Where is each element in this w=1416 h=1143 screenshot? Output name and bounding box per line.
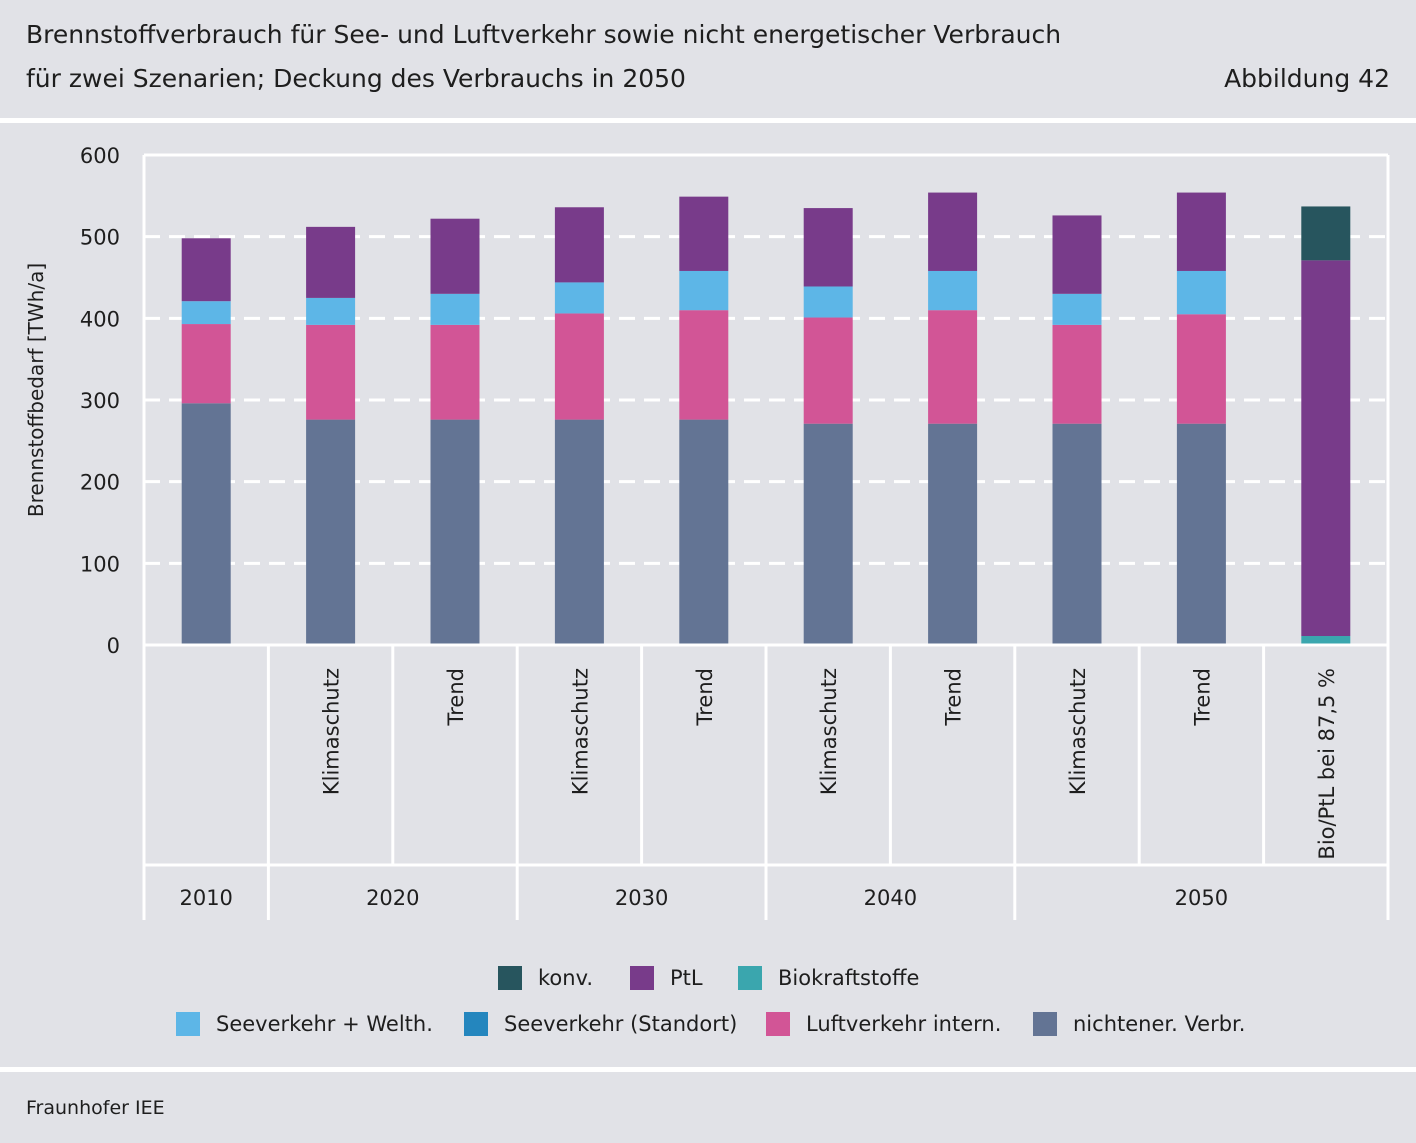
bar-segment-seeverkehr_welth: [554, 282, 604, 314]
y-tick-label: 300: [80, 389, 120, 413]
bar-segment-ptl: [1176, 192, 1226, 271]
footer-divider: [0, 1067, 1416, 1072]
chart-title-line-1: Brennstoffverbrauch für See- und Luftver…: [26, 20, 1062, 49]
bar-segment-nichtener: [181, 403, 231, 645]
bar-segment-nichtener: [306, 419, 356, 645]
bar-segment-seeverkehr_welth: [803, 286, 853, 318]
x-category-label: Klimaschutz: [817, 668, 841, 795]
bar-segment-seeverkehr_welth: [1052, 293, 1102, 325]
bar-segment-luftverkehr: [1052, 324, 1102, 424]
legend-label: Seeverkehr (Standort): [504, 1012, 738, 1036]
bar-segment-luftverkehr: [430, 324, 480, 420]
bar-segment-seeverkehr_welth: [181, 301, 231, 325]
legend-label: Biokraftstoffe: [778, 966, 920, 990]
x-category-label: Trend: [693, 668, 717, 726]
bar-segment-nichtener: [554, 419, 604, 645]
bar-segment-ptl: [679, 196, 729, 271]
bar-segment-luftverkehr: [803, 317, 853, 424]
legend-swatch: [498, 966, 522, 990]
bar-segment-luftverkehr: [181, 324, 231, 404]
x-category-label: Trend: [1190, 668, 1214, 726]
figure-label: Abbildung 42: [1224, 64, 1390, 93]
legend-swatch: [630, 966, 654, 990]
legend-item-nichtener: nichtener. Verbr.: [1033, 1012, 1245, 1036]
legend-swatch: [1033, 1012, 1057, 1036]
bar-segment-ptl: [803, 208, 853, 287]
bar-segment-ptl: [1052, 215, 1102, 294]
bar-segment-seeverkehr_welth: [306, 297, 356, 325]
bar-segment-nichtener: [928, 423, 978, 645]
legend-item-luftverkehr: Luftverkehr intern.: [766, 1012, 1001, 1036]
header-divider: [0, 118, 1416, 123]
legend-swatch: [766, 1012, 790, 1036]
bar-segment-nichtener: [679, 419, 729, 645]
x-category-label: Klimaschutz: [568, 668, 592, 795]
legend-swatch: [738, 966, 762, 990]
bar-segment-nichtener: [430, 419, 480, 645]
x-category-label: Klimaschutz: [320, 668, 344, 795]
y-tick-label: 0: [107, 634, 120, 658]
bar-segment-ptl: [554, 207, 604, 283]
legend-label: nichtener. Verbr.: [1073, 1012, 1246, 1036]
y-axis-label: Brennstoffbedarf [TWh/a]: [24, 263, 48, 517]
y-tick-label: 500: [80, 226, 120, 250]
legend-item-seeverkehr_standort: Seeverkehr (Standort): [464, 1012, 737, 1036]
y-tick-label: 600: [80, 144, 120, 168]
x-group-label: 2010: [179, 886, 232, 910]
bar-segment-ptl: [1301, 260, 1351, 637]
legend-label: PtL: [670, 966, 703, 990]
legend-item-konv: konv.: [498, 966, 593, 990]
bar-segment-ptl: [430, 218, 480, 294]
chart-title-line-2: für zwei Szenarien; Deckung des Verbrauc…: [26, 64, 686, 93]
bar-segment-luftverkehr: [928, 310, 978, 424]
bar-segment-luftverkehr: [1176, 314, 1226, 424]
y-tick-label: 200: [80, 471, 120, 495]
bar-segment-nichtener: [1052, 423, 1102, 645]
legend-item-seeverkehr_welth: Seeverkehr + Welth.: [176, 1012, 433, 1036]
x-group-label: 2040: [864, 886, 917, 910]
bar-chart: 0 100 200 300 400 500 600 Brennstoffbedarf [TWh…: [24, 144, 1390, 920]
x-group-label: 2030: [615, 886, 668, 910]
legend-swatch: [176, 1012, 200, 1036]
bar-segment-luftverkehr: [679, 310, 729, 420]
x-category-label: Trend: [942, 668, 966, 726]
legend-item-ptl: PtL: [630, 966, 703, 990]
bar-segment-ptl: [928, 192, 978, 271]
bar-segment-luftverkehr: [554, 313, 604, 420]
x-group-label: 2020: [366, 886, 419, 910]
bar-segment-ptl: [306, 226, 356, 298]
legend-label: Luftverkehr intern.: [806, 1012, 1002, 1036]
bar-segment-seeverkehr_welth: [679, 270, 729, 311]
source-credit: Fraunhofer IEE: [26, 1097, 165, 1119]
legend-label: Seeverkehr + Welth.: [216, 1012, 433, 1036]
legend-item-bio: Biokraftstoffe: [738, 966, 919, 990]
x-category-label: Trend: [444, 668, 468, 726]
x-group-label: 2050: [1175, 886, 1228, 910]
bar-segment-nichtener: [803, 423, 853, 645]
bar-segment-ptl: [181, 238, 231, 302]
x-category-label: Klimaschutz: [1066, 668, 1090, 795]
x-category-label: Bio/PtL bei 87,5 %: [1315, 668, 1339, 860]
legend-label: konv.: [538, 966, 594, 990]
y-tick-label: 100: [80, 552, 120, 576]
bar-segment-seeverkehr_welth: [430, 293, 480, 325]
bar-segment-seeverkehr_welth: [928, 270, 978, 311]
bar-segment-luftverkehr: [306, 324, 356, 420]
bar-segment-konv: [1301, 206, 1351, 261]
legend-swatch: [464, 1012, 488, 1036]
bar-segment-nichtener: [1176, 423, 1226, 645]
y-tick-label: 400: [80, 307, 120, 331]
bar-segment-bio: [1301, 636, 1351, 645]
bar-segment-seeverkehr_welth: [1176, 270, 1226, 315]
